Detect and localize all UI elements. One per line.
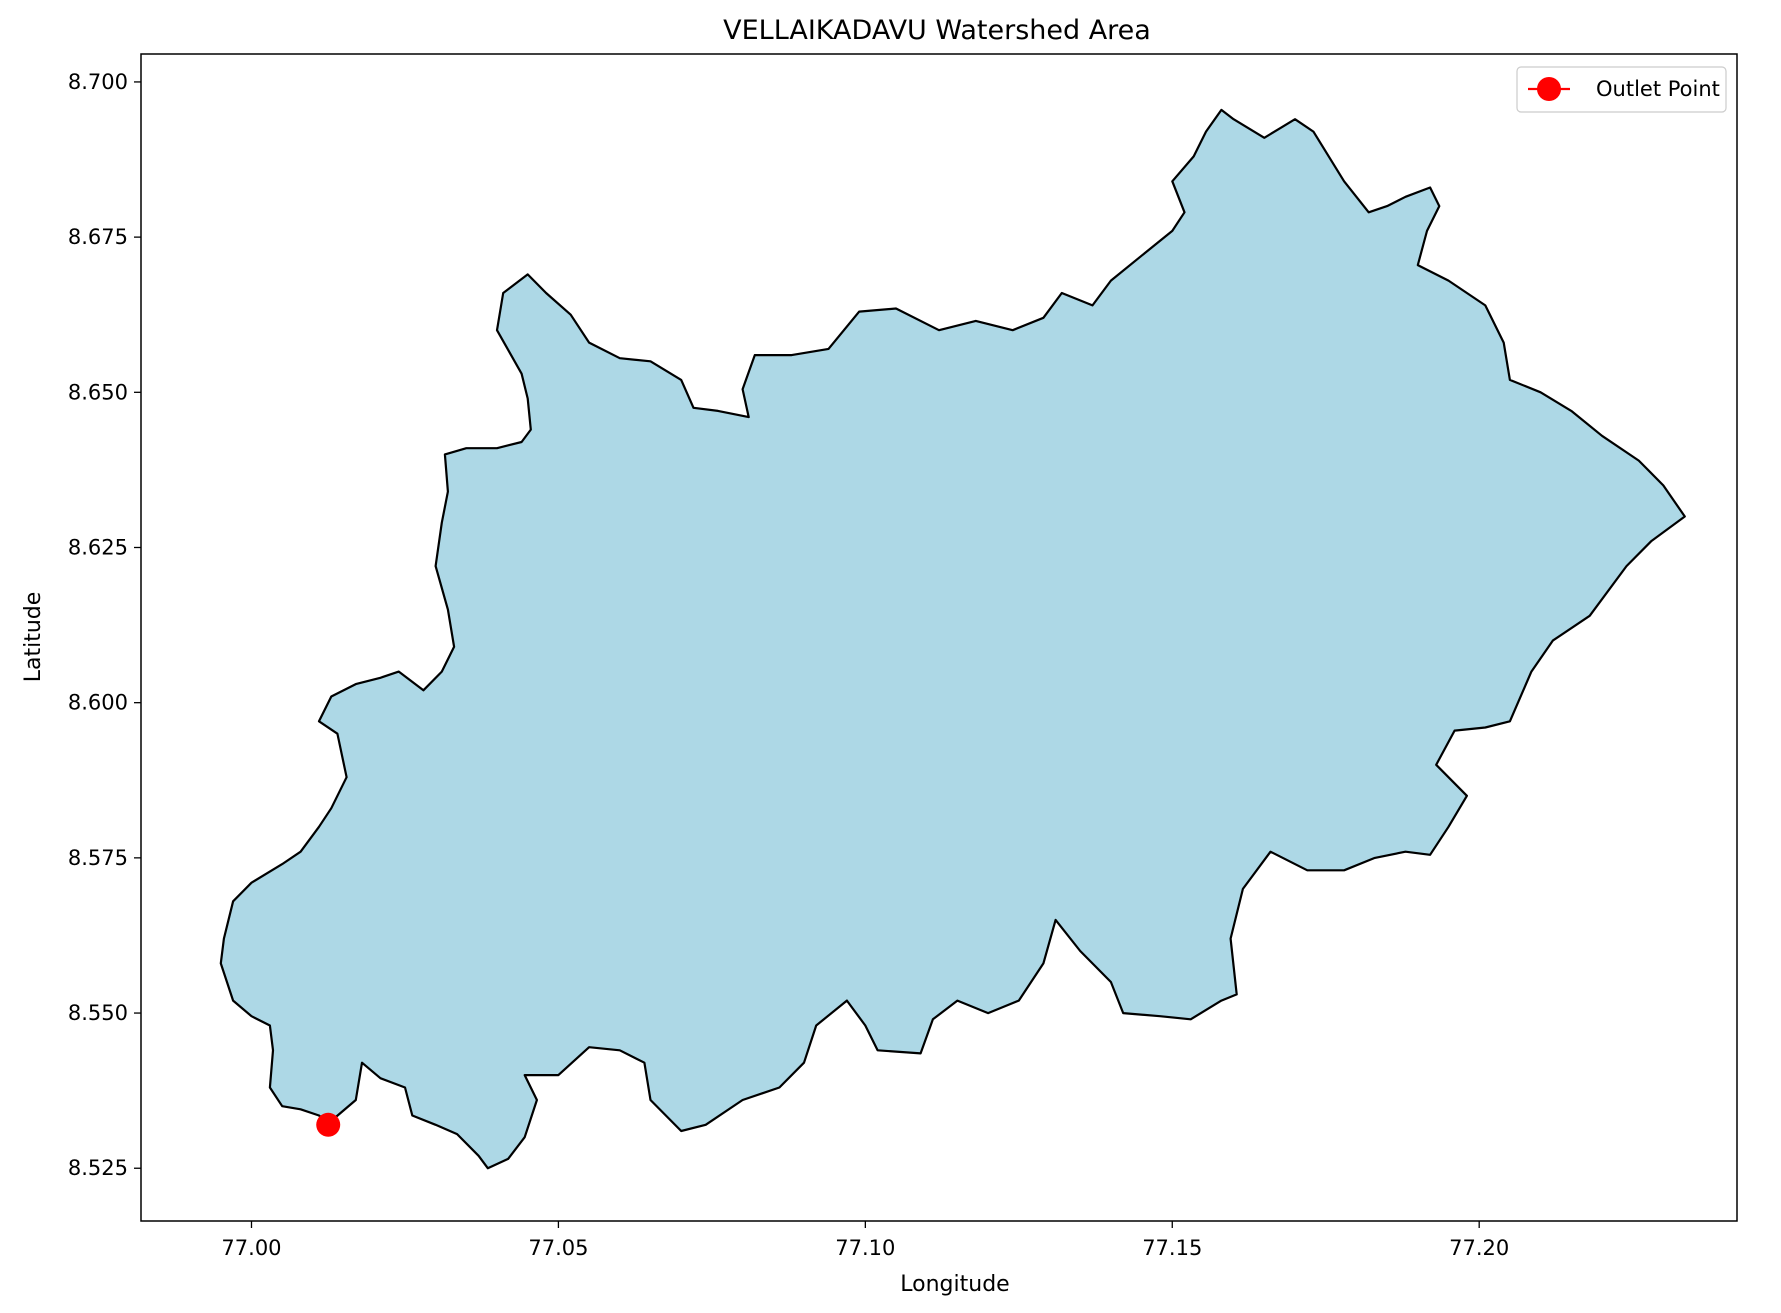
y-tick-label: 8.625 (68, 535, 128, 559)
x-tick-label: 77.20 (1449, 1236, 1509, 1260)
legend-marker (1537, 77, 1561, 101)
y-tick-label: 8.700 (68, 70, 128, 94)
y-axis-label: Latitude (21, 592, 46, 683)
watershed-polygon (219, 108, 1686, 1170)
x-tick-label: 77.10 (835, 1236, 895, 1260)
outlet-point-marker (316, 1112, 341, 1137)
legend: Outlet Point (1516, 66, 1727, 113)
legend-label: Outlet Point (1596, 77, 1720, 101)
y-tick-label: 8.675 (68, 225, 128, 249)
chart-title: VELLAIKADAVU Watershed Area (723, 15, 1151, 46)
y-tick-label: 8.650 (68, 380, 128, 404)
x-tick-label: 77.05 (528, 1236, 588, 1260)
x-axis-ticks: 77.00 77.05 77.10 77.15 77.20 (221, 1221, 1509, 1260)
axes-frame (140, 53, 1738, 1222)
x-axis-label: Longitude (900, 1272, 1009, 1297)
y-tick-label: 8.525 (68, 1156, 128, 1180)
y-tick-label: 8.550 (68, 1001, 128, 1025)
x-tick-label: 77.00 (221, 1236, 281, 1260)
y-axis-ticks: 8.525 8.550 8.575 8.600 8.625 8.650 8.675 8.700 (68, 70, 141, 1180)
plot-area (219, 108, 1686, 1170)
y-tick-label: 8.575 (68, 846, 128, 870)
x-tick-label: 77.15 (1142, 1236, 1202, 1260)
y-tick-label: 8.600 (68, 691, 128, 715)
legend-box (1516, 66, 1727, 113)
